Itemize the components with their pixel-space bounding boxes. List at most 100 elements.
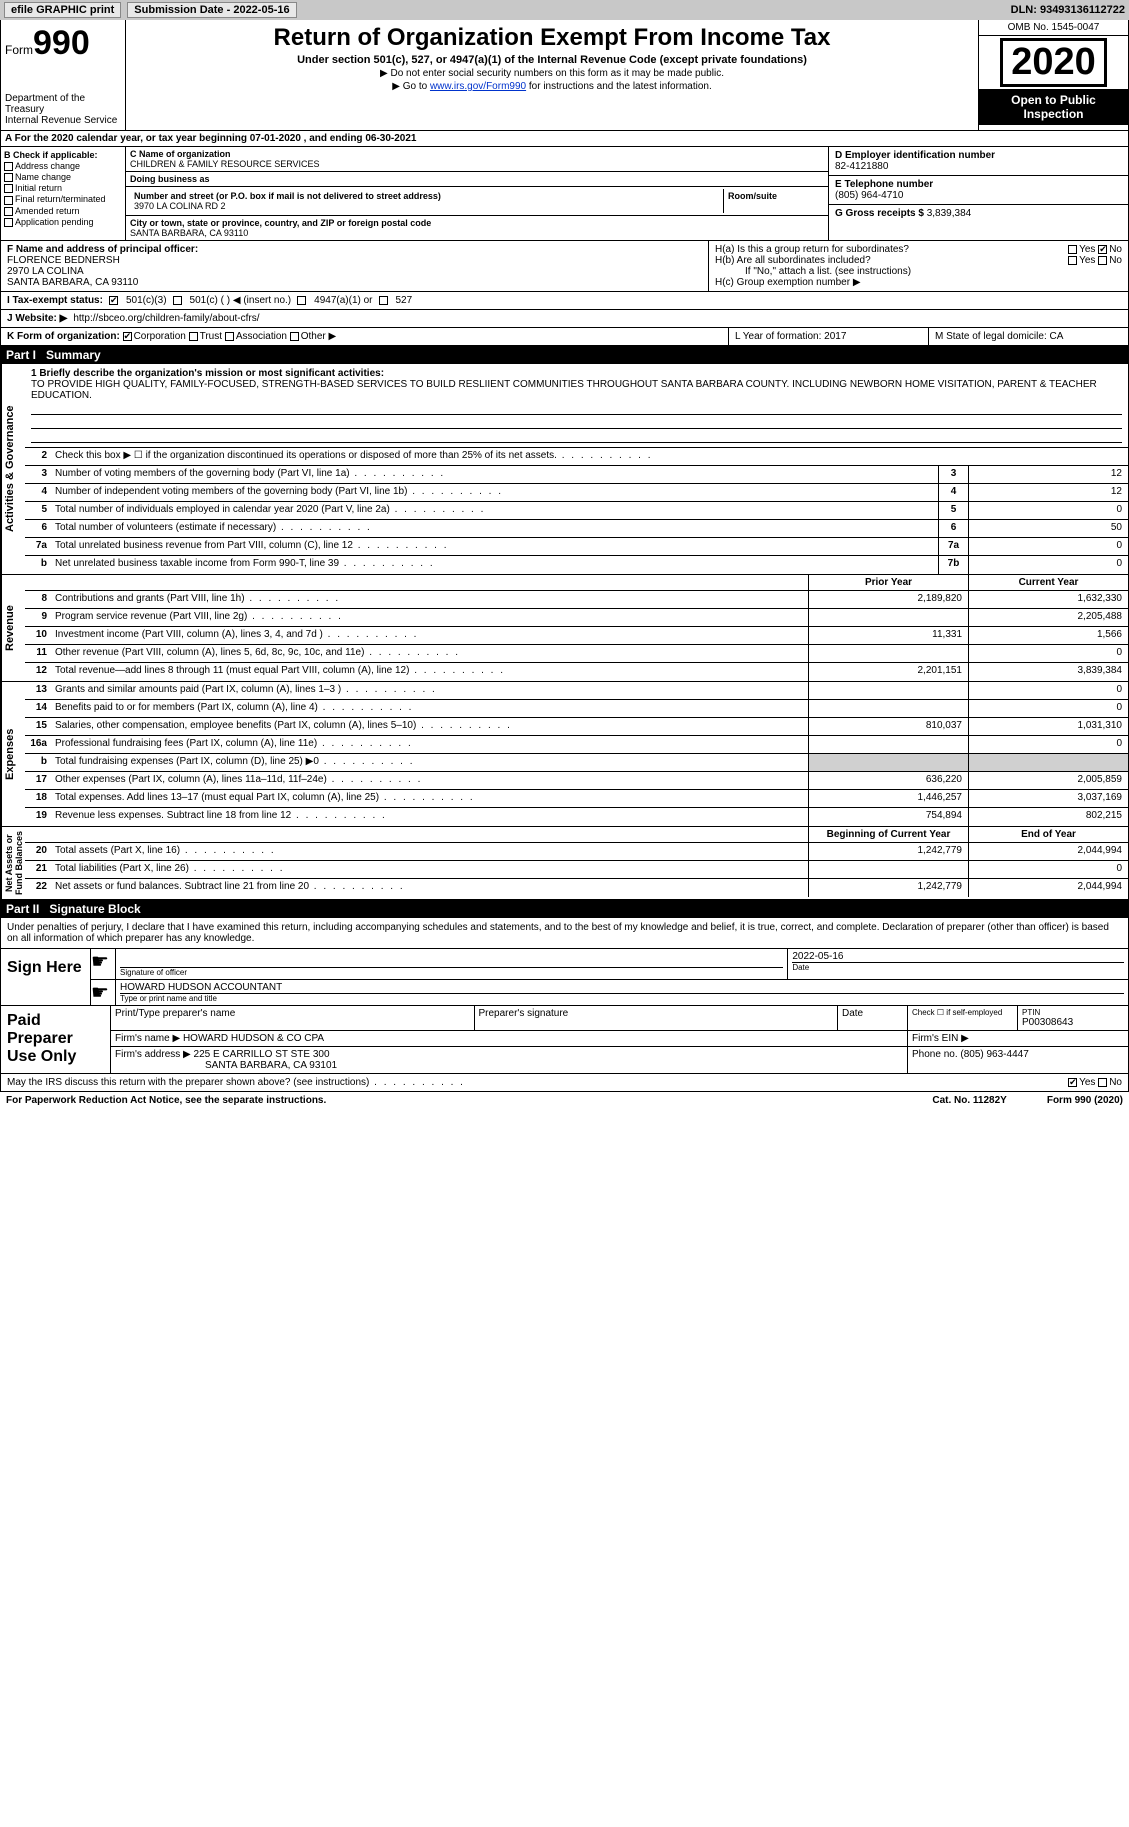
- part-i-header: Part I Summary: [0, 346, 1129, 364]
- chk-name-change[interactable]: Name change: [4, 172, 122, 182]
- line-num: 5: [25, 502, 51, 519]
- line-text: Total number of volunteers (estimate if …: [51, 520, 938, 537]
- row-a-tax-year: A For the 2020 calendar year, or tax yea…: [0, 131, 1129, 147]
- officer-addr1: 2970 LA COLINA: [7, 266, 702, 277]
- line-num: b: [25, 556, 51, 574]
- chk-501c[interactable]: [173, 296, 182, 305]
- hb-yes[interactable]: [1068, 256, 1077, 265]
- address-value: 3970 LA COLINA RD 2: [134, 201, 719, 211]
- section-l: L Year of formation: 2017: [728, 328, 928, 345]
- phone-value: (805) 964-4710: [835, 190, 1122, 201]
- summary-line: 13 Grants and similar amounts paid (Part…: [25, 682, 1128, 700]
- row-klm: K Form of organization: Corporation Trus…: [0, 328, 1129, 346]
- current-value: 2,044,994: [968, 843, 1128, 860]
- summary-line: 3 Number of voting members of the govern…: [25, 466, 1128, 484]
- summary-line: 20 Total assets (Part X, line 16) 1,242,…: [25, 843, 1128, 861]
- discuss-no[interactable]: [1098, 1078, 1107, 1087]
- line-num: 3: [25, 466, 51, 483]
- tax-year: 2020: [1000, 38, 1107, 87]
- discuss-row: May the IRS discuss this return with the…: [0, 1074, 1129, 1092]
- chk-association[interactable]: [225, 332, 234, 341]
- line-num: 14: [25, 700, 51, 717]
- cat-no: Cat. No. 11282Y: [932, 1095, 1006, 1106]
- boy-hdr: Beginning of Current Year: [808, 827, 968, 842]
- signature-intro: Under penalties of perjury, I declare th…: [0, 918, 1129, 949]
- submission-date-button[interactable]: Submission Date - 2022-05-16: [127, 2, 296, 18]
- section-fh: F Name and address of principal officer:…: [0, 241, 1129, 292]
- summary-line: 21 Total liabilities (Part X, line 26) 0: [25, 861, 1128, 879]
- submission-date-value: 2022-05-16: [233, 4, 289, 16]
- line-text: Total expenses. Add lines 13–17 (must eq…: [51, 790, 808, 807]
- line-text: Contributions and grants (Part VIII, lin…: [51, 591, 808, 608]
- line-value: 12: [968, 466, 1128, 483]
- irs-link[interactable]: www.irs.gov/Form990: [430, 81, 526, 92]
- line-num: 10: [25, 627, 51, 644]
- ha-no[interactable]: [1098, 245, 1107, 254]
- chk-address-change[interactable]: Address change: [4, 161, 122, 171]
- summary-line: b Total fundraising expenses (Part IX, c…: [25, 754, 1128, 772]
- pointer-icon: ☛: [91, 949, 115, 979]
- self-employed-cell[interactable]: Check ☐ if self-employed: [908, 1006, 1018, 1030]
- chk-527[interactable]: [379, 296, 388, 305]
- line-num: 17: [25, 772, 51, 789]
- chk-corporation[interactable]: [123, 332, 132, 341]
- website-link[interactable]: http://sbceo.org/children-family/about-c…: [73, 313, 259, 324]
- officer-name-cell: HOWARD HUDSON ACCOUNTANT Type or print n…: [115, 980, 1128, 1005]
- part-i-title: Summary: [46, 348, 101, 362]
- preparer-sig-hdr: Preparer's signature: [475, 1006, 839, 1030]
- firm-name-value: HOWARD HUDSON & CO CPA: [183, 1033, 324, 1044]
- part-i-label: Part I: [6, 348, 36, 362]
- officer-name-label: Type or print name and title: [120, 993, 1124, 1003]
- section-h: H(a) Is this a group return for subordin…: [708, 241, 1128, 291]
- section-c: C Name of organization CHILDREN & FAMILY…: [126, 147, 828, 240]
- signature-date-cell: 2022-05-16 Date: [787, 949, 1128, 979]
- chk-other[interactable]: [290, 332, 299, 341]
- line-text: Net unrelated business taxable income fr…: [51, 556, 938, 574]
- discuss-yes[interactable]: [1068, 1078, 1077, 1087]
- chk-4947[interactable]: [297, 296, 306, 305]
- efile-button[interactable]: efile GRAPHIC print: [4, 2, 121, 18]
- summary-line: 12 Total revenue—add lines 8 through 11 …: [25, 663, 1128, 681]
- form-header: Form990 Department of the Treasury Inter…: [0, 20, 1129, 131]
- line-num: 11: [25, 645, 51, 662]
- form-number-footer: Form 990 (2020): [1047, 1095, 1123, 1106]
- form-of-org-label: K Form of organization:: [7, 331, 120, 342]
- current-value: 0: [968, 700, 1128, 717]
- hb-no[interactable]: [1098, 256, 1107, 265]
- ptin-cell: PTIN P00308643: [1018, 1006, 1128, 1030]
- line-text: Investment income (Part VIII, column (A)…: [51, 627, 808, 644]
- line-text: Number of independent voting members of …: [51, 484, 938, 501]
- line-text: Other revenue (Part VIII, column (A), li…: [51, 645, 808, 662]
- summary-line: 19 Revenue less expenses. Subtract line …: [25, 808, 1128, 826]
- line-num: 20: [25, 843, 51, 860]
- prior-value: [808, 700, 968, 717]
- chk-application-pending[interactable]: Application pending: [4, 217, 122, 227]
- summary-line: 2 Check this box ▶ ☐ if the organization…: [25, 448, 1128, 466]
- expenses-section: Expenses 13 Grants and similar amounts p…: [0, 682, 1129, 827]
- address-cell: Number and street (or P.O. box if mail i…: [126, 187, 828, 216]
- current-value: 0: [968, 861, 1128, 878]
- chk-initial-return[interactable]: Initial return: [4, 183, 122, 193]
- prior-value: 754,894: [808, 808, 968, 826]
- org-name-cell: C Name of organization CHILDREN & FAMILY…: [126, 147, 828, 172]
- chk-501c3[interactable]: [109, 296, 118, 305]
- line-num: b: [25, 754, 51, 771]
- gross-receipts-label: G Gross receipts $: [835, 208, 927, 219]
- line-box: 5: [938, 502, 968, 519]
- gross-receipts-value: 3,839,384: [927, 208, 972, 219]
- line-num: 8: [25, 591, 51, 608]
- line-box: 6: [938, 520, 968, 537]
- current-value: 2,044,994: [968, 879, 1128, 897]
- current-value: 0: [968, 682, 1128, 699]
- h-c: H(c) Group exemption number ▶: [715, 277, 1122, 288]
- chk-amended-return[interactable]: Amended return: [4, 206, 122, 216]
- line-text: Total number of individuals employed in …: [51, 502, 938, 519]
- ha-yes[interactable]: [1068, 245, 1077, 254]
- current-value: [968, 754, 1128, 771]
- side-expenses: Expenses: [1, 682, 25, 826]
- website-label: J Website: ▶: [7, 313, 67, 324]
- chk-final-return[interactable]: Final return/terminated: [4, 194, 122, 204]
- officer-signature-cell[interactable]: Signature of officer: [115, 949, 787, 979]
- h-b: H(b) Are all subordinates included? Yes …: [715, 255, 1122, 266]
- chk-trust[interactable]: [189, 332, 198, 341]
